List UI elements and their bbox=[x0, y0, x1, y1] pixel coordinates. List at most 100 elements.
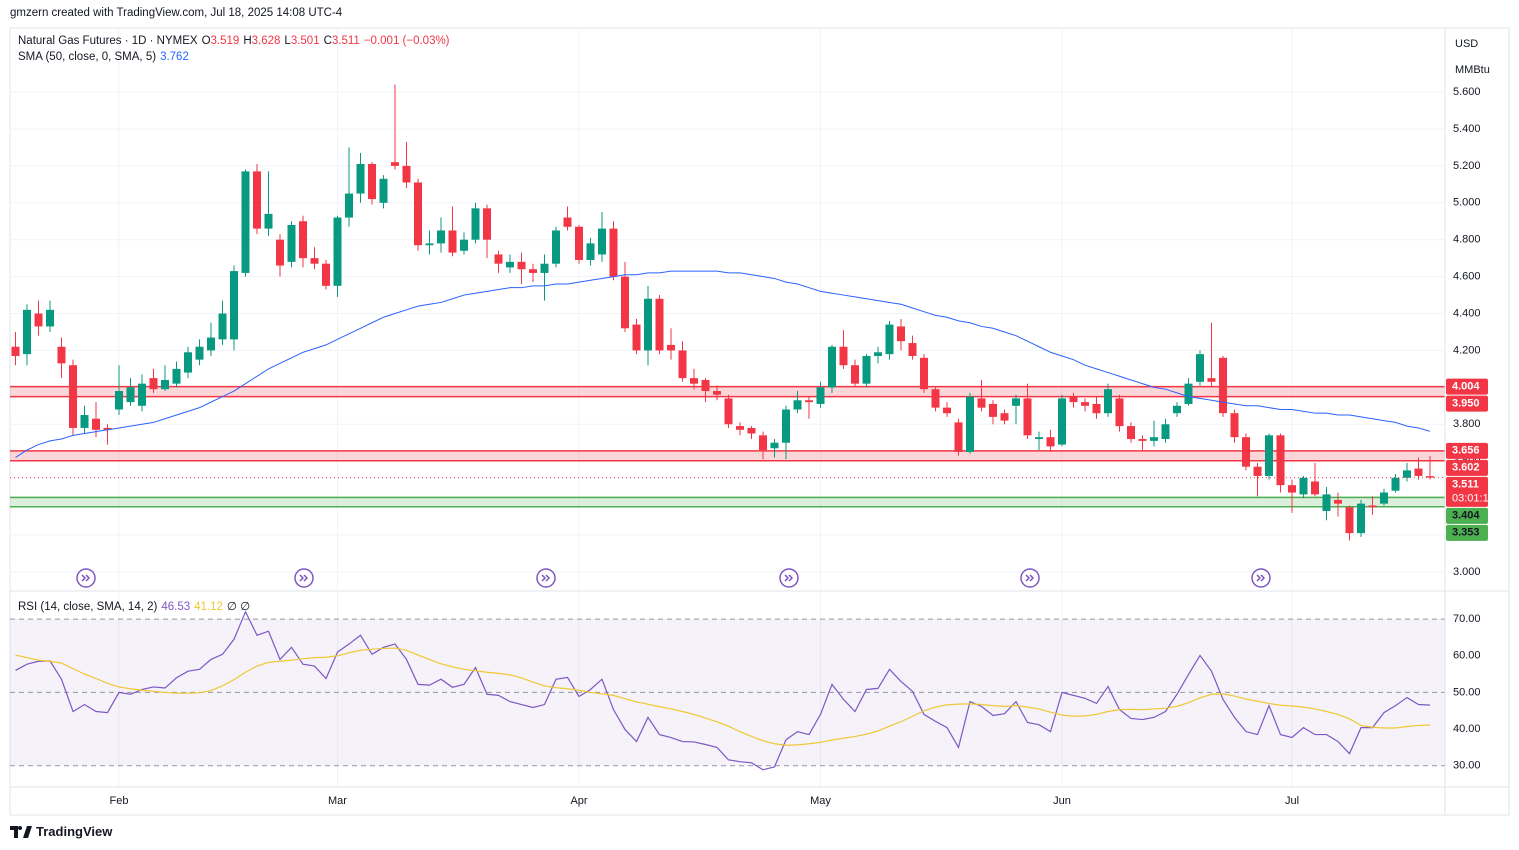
candle-body bbox=[517, 261, 526, 270]
frame bbox=[9, 27, 1510, 816]
candle-body bbox=[1299, 477, 1308, 495]
candle-body bbox=[609, 228, 618, 277]
x-tick-label: Mar bbox=[328, 795, 347, 807]
candle-body bbox=[1426, 476, 1434, 478]
x-tick-label: Jun bbox=[1053, 795, 1071, 807]
candle-body bbox=[598, 228, 606, 255]
candle-body bbox=[632, 324, 641, 351]
candle-body bbox=[966, 396, 974, 452]
x-tick-label: Feb bbox=[110, 795, 129, 807]
indicator-value: 46.53 bbox=[161, 601, 191, 613]
candle-body bbox=[782, 409, 790, 443]
candle-body bbox=[92, 418, 100, 430]
candle-body bbox=[989, 403, 997, 417]
event-marker[interactable] bbox=[294, 568, 314, 588]
candle-body bbox=[1230, 413, 1239, 438]
rsi-tick-label: 50.00 bbox=[1453, 686, 1481, 698]
candle-body bbox=[1345, 507, 1354, 534]
candle-body bbox=[1161, 424, 1170, 440]
candle-body bbox=[759, 435, 767, 451]
candle-body bbox=[828, 346, 836, 388]
rsi-band bbox=[10, 619, 1445, 766]
x-tick-label: May bbox=[810, 795, 831, 807]
candle-body bbox=[1069, 396, 1078, 403]
candle-body bbox=[506, 261, 514, 268]
candle-body bbox=[149, 378, 158, 390]
candle-body bbox=[1219, 357, 1227, 414]
y-tick-label: 4.400 bbox=[1453, 307, 1481, 319]
price-tag bbox=[1446, 395, 1488, 412]
price-tag-label: 3.602 bbox=[1452, 462, 1480, 474]
candle-body bbox=[1173, 405, 1181, 414]
candle-body bbox=[276, 239, 284, 266]
attribution: gmzern created with TradingView.com, Jul… bbox=[10, 7, 343, 19]
candle-body bbox=[805, 400, 813, 403]
candle-body bbox=[230, 271, 238, 340]
candle-body bbox=[448, 230, 457, 253]
candle-body bbox=[241, 171, 250, 273]
event-marker[interactable] bbox=[1251, 568, 1271, 588]
candle-body bbox=[1253, 466, 1262, 476]
event-marker[interactable] bbox=[779, 568, 799, 588]
candle-body bbox=[552, 230, 560, 264]
price-tag bbox=[1446, 378, 1488, 395]
grid bbox=[10, 28, 1445, 787]
candle-body bbox=[862, 355, 871, 384]
candle-body bbox=[138, 383, 146, 406]
candle-body bbox=[115, 391, 123, 410]
candle-body bbox=[172, 368, 181, 384]
price-tag-label: 3.404 bbox=[1452, 510, 1480, 522]
change: −0.001 (−0.03%) bbox=[363, 35, 450, 47]
zone bbox=[10, 386, 1445, 397]
candle-body bbox=[1115, 398, 1124, 427]
candle-body bbox=[195, 346, 204, 360]
candle-body bbox=[34, 313, 43, 327]
price-tag bbox=[1446, 476, 1488, 507]
candle-body bbox=[540, 263, 549, 273]
rsi-legend: RSI (14, close, SMA, 14, 2) 46.53 41.12 ∅ ∅ bbox=[18, 599, 254, 613]
ohlc-value: 3.628 bbox=[251, 35, 281, 47]
brand: TradingView bbox=[10, 824, 112, 839]
ohlc-item: O3.519 bbox=[202, 35, 240, 47]
event-marker[interactable] bbox=[76, 568, 96, 588]
candle-body bbox=[1265, 435, 1273, 476]
candle-body bbox=[69, 365, 77, 428]
price-tags: 3.0003.2003.4003.6003.8004.0004.2004.400… bbox=[110, 86, 1495, 807]
candle-body bbox=[655, 298, 664, 351]
candle-body bbox=[736, 426, 744, 430]
candle-body bbox=[954, 422, 963, 452]
price-tag-label: 3.353 bbox=[1452, 527, 1480, 539]
candle-body bbox=[1414, 468, 1423, 476]
countdown: 03:01:16 bbox=[1452, 493, 1495, 505]
candle-body bbox=[1046, 437, 1055, 447]
candle-body bbox=[103, 427, 112, 430]
event-marker[interactable] bbox=[536, 568, 556, 588]
price-tag-label: 3.950 bbox=[1452, 398, 1480, 410]
candle-body bbox=[126, 387, 135, 403]
candle-body bbox=[816, 387, 825, 404]
rsi-line bbox=[15, 647, 1431, 746]
ohlc-letter: O bbox=[201, 35, 211, 47]
candle-body bbox=[1391, 477, 1400, 491]
candle-body bbox=[414, 182, 422, 246]
sma-legend: SMA (50, close, 0, SMA, 5) 3.762 bbox=[18, 51, 193, 63]
candle-body bbox=[897, 326, 905, 342]
candle-body bbox=[931, 389, 940, 408]
candle-body bbox=[1023, 398, 1032, 436]
event-marker[interactable] bbox=[1020, 568, 1040, 588]
candle-body bbox=[494, 254, 503, 264]
rsi-line bbox=[15, 610, 1431, 771]
candle-body bbox=[1368, 505, 1377, 508]
candle-body bbox=[299, 221, 307, 259]
candle-body bbox=[1012, 398, 1020, 406]
candle-body bbox=[46, 309, 54, 327]
candle-body bbox=[667, 344, 675, 351]
candle-body bbox=[287, 224, 296, 262]
y-tick-label: 4.200 bbox=[1453, 344, 1481, 356]
candle-body bbox=[1242, 437, 1250, 467]
indicator-value: 41.12 bbox=[194, 601, 223, 613]
y-tick-label: 4.600 bbox=[1453, 271, 1481, 283]
candle-body bbox=[701, 379, 710, 392]
brand-name: TradingView bbox=[36, 824, 113, 839]
